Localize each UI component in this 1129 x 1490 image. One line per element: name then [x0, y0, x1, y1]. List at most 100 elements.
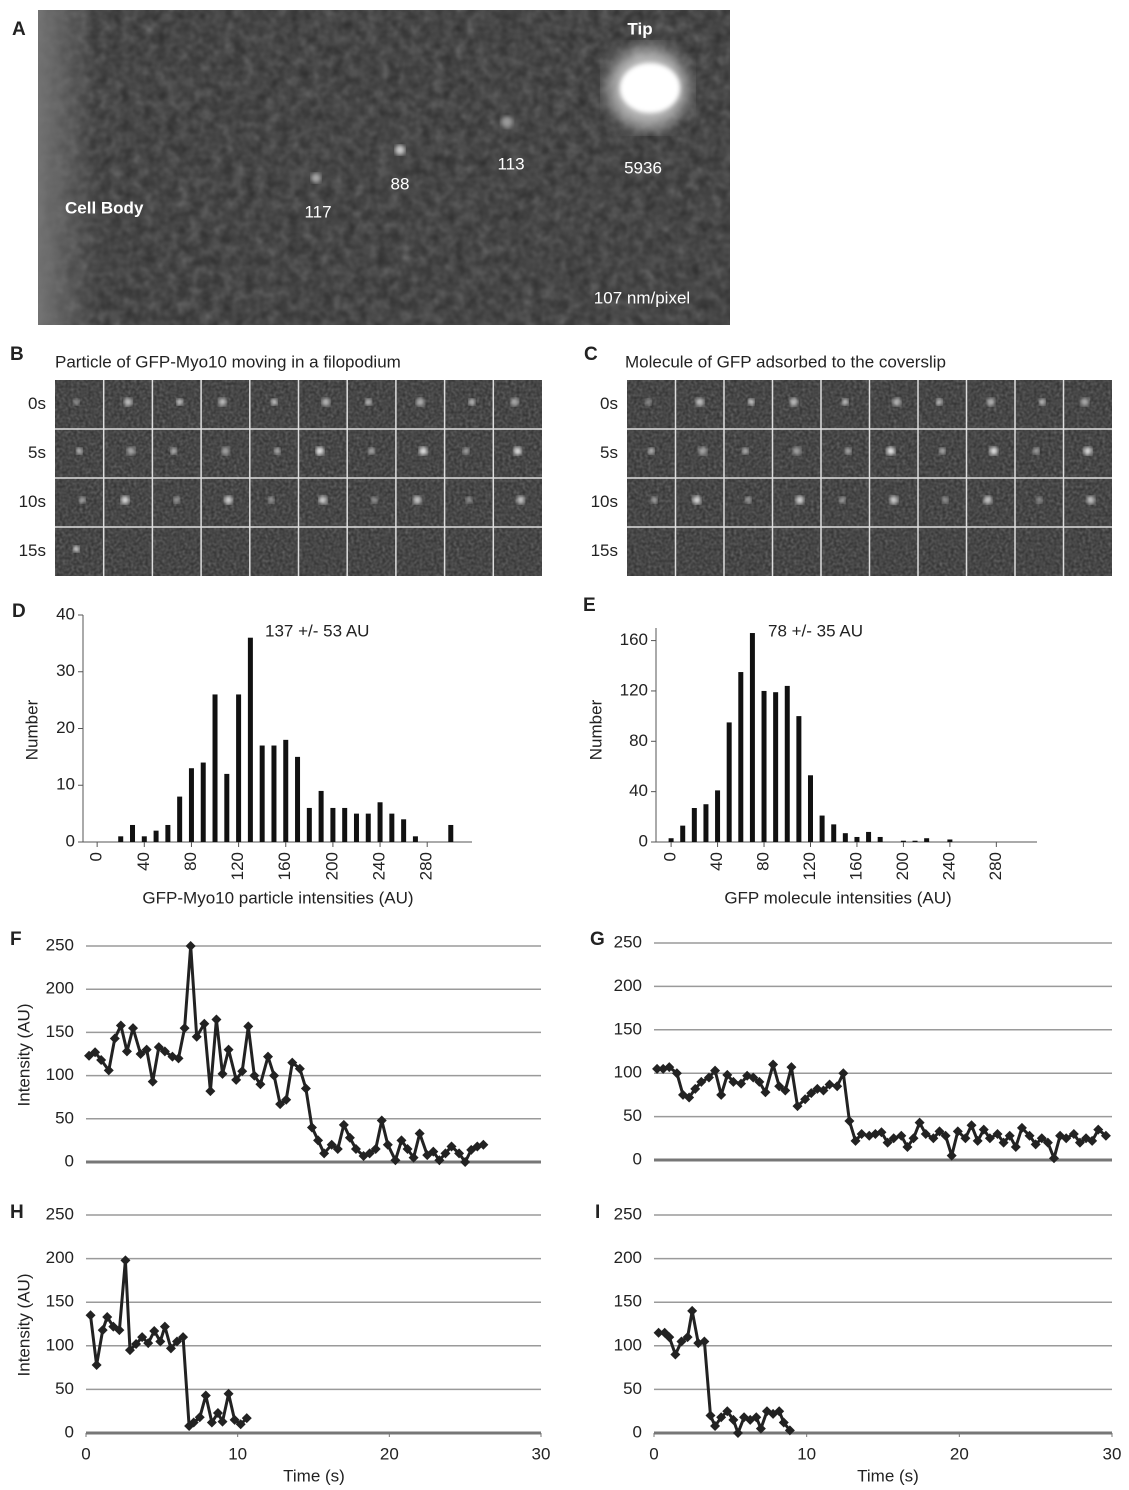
- marker: [670, 1349, 681, 1360]
- y-tick-label: 250: [614, 932, 642, 951]
- bar: [866, 831, 872, 842]
- marker: [1087, 1135, 1098, 1146]
- bar: [401, 819, 407, 842]
- x-tick-label: 240: [370, 852, 389, 880]
- marker: [344, 1132, 355, 1143]
- marker: [653, 1327, 664, 1338]
- x-tick-label: 280: [986, 852, 1005, 880]
- spot: [121, 496, 130, 505]
- marker: [716, 1412, 727, 1423]
- marker: [690, 1083, 701, 1094]
- marker: [699, 1336, 710, 1347]
- spot: [501, 116, 513, 128]
- marker: [664, 1332, 675, 1343]
- bar: [165, 824, 171, 842]
- y-tick-label: 200: [614, 1248, 642, 1267]
- row-label: 5s: [600, 443, 618, 462]
- marker: [460, 1157, 471, 1167]
- x-tick-label: 40: [707, 852, 726, 871]
- y-tick-label: 50: [623, 1379, 642, 1398]
- marker: [716, 1089, 727, 1100]
- marker: [478, 1139, 489, 1150]
- spot: [645, 399, 652, 406]
- spot: [692, 496, 701, 505]
- y-axis-label: Intensity (AU): [14, 1004, 33, 1107]
- marker: [664, 1062, 675, 1073]
- x-tick-label: 10: [797, 1444, 816, 1463]
- marker: [191, 1031, 202, 1042]
- marker: [722, 1406, 733, 1417]
- bar: [200, 762, 206, 842]
- bar: [130, 824, 136, 842]
- marker: [940, 1130, 951, 1141]
- marker: [109, 1033, 120, 1044]
- marker: [103, 1065, 114, 1076]
- y-tick-label: 200: [614, 976, 642, 995]
- marker: [946, 1150, 957, 1161]
- marker: [671, 1068, 682, 1079]
- annotation: 88: [391, 174, 410, 193]
- marker: [440, 1148, 451, 1159]
- annotation: 117: [304, 202, 331, 221]
- spot: [79, 497, 86, 504]
- marker: [370, 1144, 381, 1155]
- marker: [205, 1086, 216, 1097]
- marker: [1016, 1122, 1027, 1133]
- marker: [376, 1115, 387, 1126]
- marker: [778, 1417, 789, 1428]
- marker: [914, 1117, 925, 1128]
- spot: [224, 496, 233, 505]
- annotation: 78 +/- 35 AU: [768, 621, 863, 640]
- x-tick-label: 120: [800, 852, 819, 880]
- marker: [237, 1066, 248, 1077]
- spot: [1036, 497, 1043, 504]
- marker: [408, 1152, 419, 1163]
- y-tick-label: 0: [66, 831, 75, 850]
- marker: [1024, 1130, 1035, 1141]
- spot: [792, 447, 801, 456]
- marker: [978, 1124, 989, 1135]
- spot: [365, 399, 372, 406]
- bar: [819, 815, 825, 842]
- x-axis-label: Time (s): [857, 1466, 919, 1485]
- marker: [1048, 1153, 1059, 1164]
- marker: [768, 1059, 779, 1070]
- panel-label: A: [12, 19, 26, 40]
- y-tick-label: 150: [46, 1292, 74, 1311]
- x-tick-label: 160: [275, 852, 294, 880]
- chart: D 137 +/- 53 AU Number GFP-Myo10 particle i…: [12, 601, 472, 907]
- panel-label: G: [590, 929, 605, 950]
- y-tick-label: 250: [614, 1204, 642, 1223]
- x-axis-label: GFP molecule intensities (AU): [724, 888, 951, 907]
- tip-spot: [620, 63, 680, 113]
- panel-c: C Molecule of GFP adsorbed to the covers…: [584, 344, 1112, 576]
- spot: [413, 496, 422, 505]
- y-tick-label: 0: [633, 1149, 642, 1168]
- spot: [468, 399, 475, 406]
- bar: [330, 807, 336, 842]
- marker: [141, 1044, 152, 1055]
- y-tick-label: 20: [56, 718, 75, 737]
- bar: [353, 813, 359, 842]
- marker: [838, 1068, 849, 1079]
- chart: G 0 50 100 150 200 250: [590, 929, 1112, 1168]
- row-label: 10s: [591, 492, 618, 511]
- chart: H Intensity (AU) Time (s) 0 50 100 150 200 250 0 1…: [10, 1202, 550, 1485]
- bar: [738, 672, 744, 842]
- marker: [850, 1135, 861, 1146]
- bar: [188, 768, 194, 842]
- spot: [742, 448, 749, 455]
- cell-body-glow: [38, 10, 98, 325]
- marker: [966, 1120, 977, 1131]
- spot: [789, 398, 798, 407]
- spot: [1083, 447, 1092, 456]
- y-tick-label: 50: [55, 1108, 74, 1127]
- marker: [888, 1133, 899, 1144]
- marker: [703, 1072, 714, 1083]
- marker: [185, 941, 196, 951]
- marker: [153, 1042, 164, 1053]
- marker: [806, 1088, 817, 1099]
- bar: [247, 637, 253, 842]
- marker: [102, 1312, 113, 1323]
